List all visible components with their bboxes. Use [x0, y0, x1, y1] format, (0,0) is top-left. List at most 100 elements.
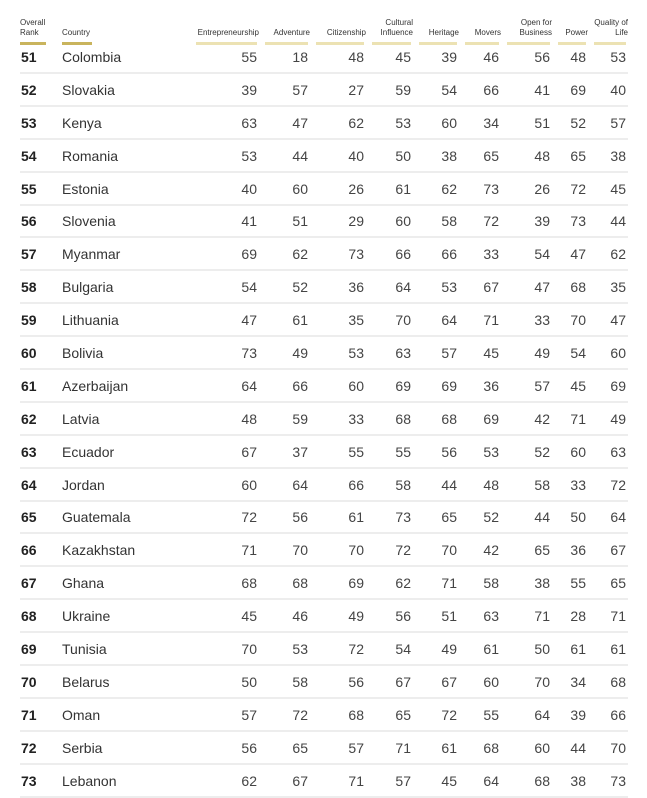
country-cell: Myanmar [62, 246, 121, 263]
table-row: 73 Lebanon 62 67 71 57 45 64 68 38 73 [20, 766, 628, 798]
score-cell: 67 [610, 542, 626, 559]
rank-cell: 61 [21, 377, 37, 394]
score-cell: 57 [534, 377, 550, 394]
score-cell: 69 [441, 377, 457, 394]
score-cell: 63 [395, 345, 411, 362]
score-cell: 72 [441, 706, 457, 723]
score-cell: 33 [348, 410, 364, 427]
score-cell: 58 [395, 476, 411, 493]
score-cell: 64 [610, 509, 626, 526]
score-cell: 68 [241, 575, 257, 592]
score-cell: 64 [483, 772, 499, 789]
rank-cell: 56 [21, 213, 37, 230]
score-cell: 58 [441, 213, 457, 230]
score-cell: 42 [483, 542, 499, 559]
score-cell: 73 [348, 246, 364, 263]
score-cell: 72 [241, 509, 257, 526]
column-header-adventure: Adventure [259, 10, 310, 45]
country-cell: Kazakhstan [62, 542, 136, 559]
score-cell: 51 [441, 608, 457, 625]
score-cell: 57 [610, 114, 626, 131]
table-row: 63 Ecuador 67 37 55 55 56 53 52 60 63 [20, 437, 628, 469]
score-cell: 60 [610, 345, 626, 362]
score-cell: 49 [610, 410, 626, 427]
score-cell: 49 [292, 345, 308, 362]
score-cell: 62 [441, 180, 457, 197]
score-cell: 35 [610, 279, 626, 296]
table-body: 51 Colombia 55 18 48 45 39 46 56 48 53 52 Slovakia 39… [20, 42, 628, 798]
country-cell: Ukraine [62, 608, 111, 625]
score-cell: 49 [348, 608, 364, 625]
score-cell: 72 [570, 180, 586, 197]
country-cell: Lebanon [62, 772, 117, 789]
score-cell: 62 [292, 246, 308, 263]
score-cell: 69 [610, 377, 626, 394]
score-cell: 26 [348, 180, 364, 197]
score-cell: 63 [610, 443, 626, 460]
score-cell: 49 [441, 641, 457, 658]
score-cell: 60 [292, 180, 308, 197]
score-cell: 70 [241, 641, 257, 658]
score-cell: 48 [534, 147, 550, 164]
table-row: 51 Colombia 55 18 48 45 39 46 56 48 53 [20, 42, 628, 74]
score-cell: 46 [483, 49, 499, 65]
rank-cell: 69 [21, 641, 37, 658]
rank-cell: 70 [21, 673, 37, 690]
score-cell: 69 [348, 575, 364, 592]
column-header-label: Quality of Life [594, 18, 628, 37]
score-cell: 68 [441, 410, 457, 427]
score-cell: 72 [610, 476, 626, 493]
score-cell: 66 [395, 246, 411, 263]
table-row: 64 Jordan 60 64 66 58 44 48 58 33 72 [20, 470, 628, 502]
score-cell: 65 [610, 575, 626, 592]
score-cell: 56 [348, 673, 364, 690]
column-header-label: Country [62, 28, 91, 37]
rank-cell: 63 [21, 443, 37, 460]
score-cell: 68 [395, 410, 411, 427]
score-cell: 53 [348, 345, 364, 362]
country-cell: Colombia [62, 49, 122, 65]
table-row: 58 Bulgaria 54 52 36 64 53 67 47 68 35 [20, 272, 628, 305]
score-cell: 68 [292, 575, 308, 592]
country-cell: Ecuador [62, 443, 115, 460]
score-cell: 47 [534, 279, 550, 296]
score-cell: 61 [395, 180, 411, 197]
score-cell: 55 [483, 706, 499, 723]
score-cell: 71 [534, 608, 550, 625]
score-cell: 45 [395, 49, 411, 65]
table-row: 55 Estonia 40 60 26 61 62 73 26 72 45 [20, 174, 628, 206]
score-cell: 57 [395, 772, 411, 789]
column-header-country: Country [62, 10, 190, 45]
table-row: 56 Slovenia 41 51 29 60 58 72 39 73 44 [20, 206, 628, 239]
score-cell: 58 [534, 476, 550, 493]
rank-cell: 53 [21, 114, 37, 131]
score-cell: 36 [483, 377, 499, 394]
score-cell: 60 [348, 377, 364, 394]
score-cell: 48 [241, 410, 257, 427]
score-cell: 61 [292, 312, 308, 329]
country-cell: Bolivia [62, 345, 104, 362]
score-cell: 72 [292, 706, 308, 723]
score-cell: 66 [610, 706, 626, 723]
score-cell: 70 [534, 673, 550, 690]
score-cell: 55 [241, 49, 257, 65]
score-cell: 52 [534, 443, 550, 460]
score-cell: 50 [241, 673, 257, 690]
score-cell: 72 [348, 641, 364, 658]
column-header-label: Adventure [273, 28, 310, 37]
country-cell: Kenya [62, 114, 102, 131]
score-cell: 60 [534, 739, 550, 756]
score-cell: 50 [395, 147, 411, 164]
column-header-overall-rank: Overall Rank [20, 10, 62, 45]
score-cell: 33 [534, 312, 550, 329]
table-row: 60 Bolivia 73 49 53 63 57 45 49 54 60 [20, 338, 628, 371]
score-cell: 72 [395, 542, 411, 559]
score-cell: 60 [395, 213, 411, 230]
score-cell: 41 [534, 81, 550, 98]
score-cell: 68 [570, 279, 586, 296]
score-cell: 69 [395, 377, 411, 394]
score-cell: 73 [241, 345, 257, 362]
score-cell: 36 [348, 279, 364, 296]
score-cell: 34 [483, 114, 499, 131]
score-cell: 36 [570, 542, 586, 559]
